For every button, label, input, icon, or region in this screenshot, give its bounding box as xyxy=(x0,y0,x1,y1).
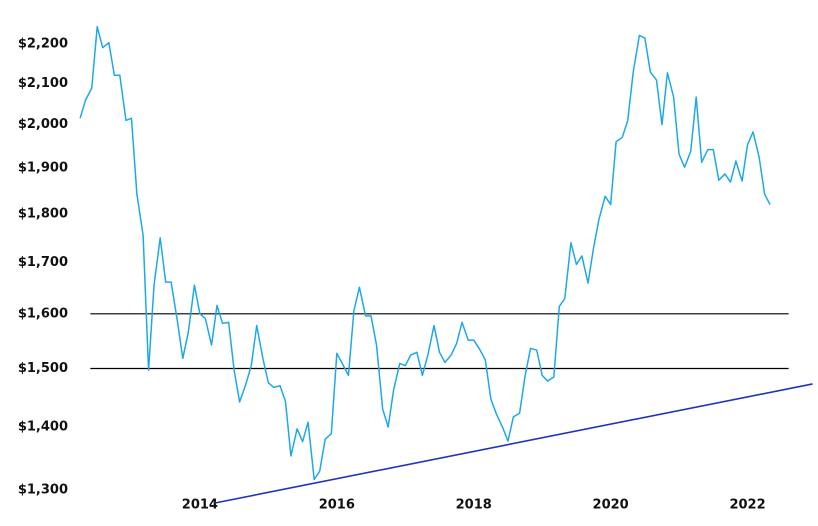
y-tick-label: $1,600 xyxy=(18,306,68,321)
y-tick-label: $1,700 xyxy=(18,255,68,270)
y-tick-label: $1,400 xyxy=(18,420,68,435)
y-tick-label: $1,800 xyxy=(18,206,68,221)
x-tick-label: 2018 xyxy=(456,498,492,513)
y-tick-label: $1,900 xyxy=(18,161,68,176)
y-tick-label: $1,500 xyxy=(18,361,68,376)
x-tick-label: 2016 xyxy=(319,498,355,513)
x-tick-label: 2022 xyxy=(729,498,765,513)
y-tick-label: $2,000 xyxy=(18,117,68,132)
y-tick-label: $1,300 xyxy=(18,482,68,497)
trend-line xyxy=(214,383,813,504)
y-tick-label: $2,100 xyxy=(18,76,68,91)
price-line xyxy=(79,25,771,481)
x-tick-label: 2014 xyxy=(182,498,218,513)
y-tick-label: $2,200 xyxy=(18,36,68,51)
x-tick-label: 2020 xyxy=(593,498,629,513)
